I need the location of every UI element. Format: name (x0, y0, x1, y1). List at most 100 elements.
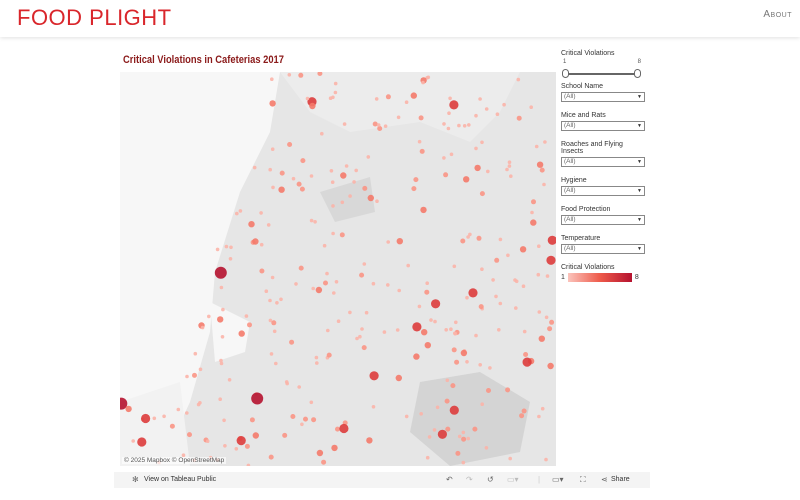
violation-point[interactable] (465, 360, 469, 364)
violation-point[interactable] (125, 405, 132, 413)
logo[interactable]: FOOD PLIGHT (17, 5, 172, 30)
violation-point[interactable] (545, 274, 550, 278)
violation-point[interactable] (413, 353, 420, 360)
violation-point[interactable] (340, 172, 347, 179)
violation-point[interactable] (268, 318, 273, 323)
violation-point[interactable] (455, 450, 461, 456)
redo-icon[interactable]: ↷ (466, 475, 473, 484)
filter-dropdown[interactable]: (All) ▼ (561, 186, 645, 196)
violation-point[interactable] (279, 170, 285, 176)
violation-point[interactable] (344, 164, 349, 168)
view-on-tableau-link[interactable]: View on Tableau Public (144, 476, 217, 483)
violation-point[interactable] (269, 100, 276, 107)
violation-point[interactable] (536, 161, 544, 168)
violation-point[interactable] (449, 327, 453, 331)
violation-point[interactable] (472, 426, 478, 432)
violation-point[interactable] (198, 367, 203, 372)
violation-point[interactable] (505, 167, 509, 172)
violation-point[interactable] (252, 165, 257, 170)
violation-point[interactable] (418, 115, 424, 121)
violation-point[interactable] (372, 121, 378, 127)
violation-point[interactable] (251, 392, 264, 405)
violation-point[interactable] (445, 378, 450, 383)
undo-icon[interactable]: ↶ (446, 475, 453, 484)
violation-point[interactable] (297, 385, 301, 389)
violation-point[interactable] (457, 123, 461, 128)
violation-point[interactable] (452, 264, 457, 269)
violation-point[interactable] (486, 169, 490, 174)
violation-point[interactable] (331, 204, 335, 208)
violation-point[interactable] (317, 72, 323, 76)
violation-point[interactable] (411, 186, 417, 192)
violation-point[interactable] (268, 167, 272, 172)
violation-point[interactable] (270, 147, 275, 151)
violation-point[interactable] (478, 97, 482, 101)
violation-point[interactable] (461, 430, 466, 435)
violation-point[interactable] (519, 246, 527, 253)
violation-point[interactable] (284, 380, 289, 384)
violation-point[interactable] (424, 342, 431, 349)
violation-point[interactable] (406, 263, 411, 268)
violation-point[interactable] (332, 291, 336, 295)
comment-icon[interactable]: ▭▾ (552, 475, 564, 484)
violation-point[interactable] (383, 124, 388, 128)
violation-point[interactable] (454, 320, 458, 325)
violation-point[interactable] (538, 335, 545, 342)
violation-point[interactable] (244, 314, 249, 318)
violation-point[interactable] (539, 167, 545, 173)
violation-point[interactable] (514, 279, 519, 284)
violation-point[interactable] (484, 107, 489, 111)
violation-point[interactable] (382, 330, 387, 334)
filter-dropdown[interactable]: (All) ▼ (561, 92, 645, 102)
violation-point[interactable] (291, 176, 296, 181)
violation-point[interactable] (396, 238, 403, 245)
violation-point[interactable] (193, 351, 198, 356)
violation-point[interactable] (466, 235, 470, 239)
violation-point[interactable] (252, 432, 259, 439)
map[interactable]: © 2025 Mapbox © OpenStreetMap (120, 72, 556, 466)
violation-point[interactable] (480, 402, 485, 407)
violation-point[interactable] (404, 414, 409, 419)
violation-point[interactable] (514, 306, 518, 310)
fullscreen-icon[interactable]: ⛶ (580, 475, 586, 484)
violation-point[interactable] (445, 426, 451, 432)
violation-point[interactable] (316, 449, 324, 457)
violation-point[interactable] (311, 417, 317, 423)
violation-point[interactable] (486, 388, 491, 393)
violation-point[interactable] (542, 182, 546, 187)
revert-icon[interactable]: ↺ (487, 475, 494, 484)
violation-point[interactable] (296, 181, 302, 187)
filter-dropdown[interactable]: (All) ▼ (561, 121, 645, 131)
violation-point[interactable] (453, 331, 458, 336)
violation-point[interactable] (322, 243, 327, 248)
violation-point[interactable] (546, 255, 556, 265)
violation-point[interactable] (259, 242, 264, 247)
violation-point[interactable] (152, 416, 157, 421)
violation-point[interactable] (507, 160, 512, 164)
violation-point[interactable] (443, 172, 449, 178)
violation-point[interactable] (224, 244, 229, 249)
violation-point[interactable] (386, 240, 391, 244)
violation-point[interactable] (442, 156, 446, 160)
violation-point[interactable] (536, 272, 541, 277)
map-canvas[interactable] (120, 72, 556, 466)
violation-point[interactable] (410, 92, 417, 99)
violation-point[interactable] (457, 434, 462, 439)
slider-max-handle[interactable] (634, 69, 641, 78)
violation-point[interactable] (331, 231, 335, 236)
violation-point[interactable] (522, 357, 532, 367)
violation-point[interactable] (537, 414, 541, 419)
violation-point[interactable] (516, 77, 521, 82)
share-button[interactable]: Share (611, 476, 630, 483)
violation-point[interactable] (352, 180, 356, 184)
violation-point[interactable] (359, 272, 365, 278)
violation-point[interactable] (508, 456, 512, 461)
violation-point[interactable] (425, 281, 430, 285)
violation-point[interactable] (272, 329, 277, 334)
violation-point[interactable] (461, 436, 467, 442)
violation-point[interactable] (249, 417, 255, 423)
violation-point[interactable] (321, 459, 327, 465)
violation-point[interactable] (234, 447, 239, 451)
violation-point[interactable] (214, 266, 227, 279)
violation-point[interactable] (371, 281, 376, 286)
